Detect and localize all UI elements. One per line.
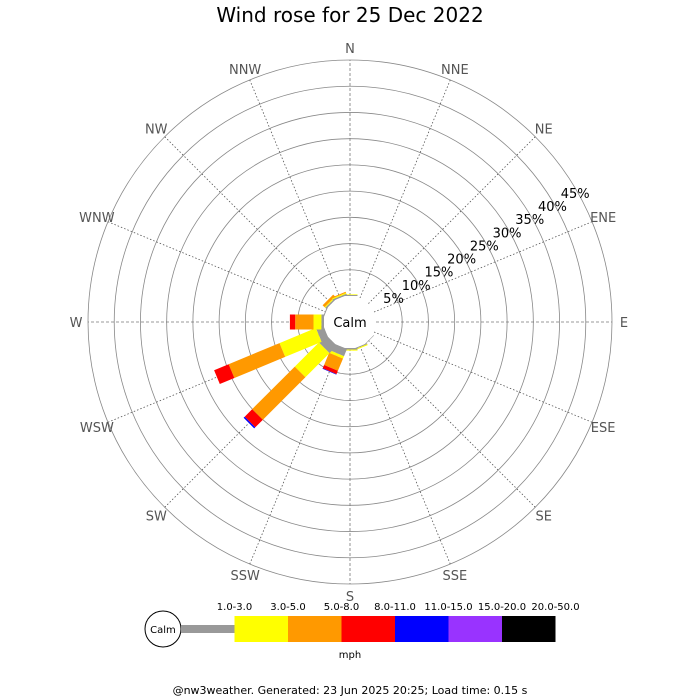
legend-swatch-15.0-20.0 [448,616,502,642]
direction-label-w: W [70,316,83,331]
legend-label-15.0-20.0: 15.0-20.0 [478,602,526,613]
legend-label-20.0-50.0: 20.0-50.0 [531,602,579,613]
bar-ssw-3.0-5.0 [329,350,344,359]
grid-ring [140,112,560,532]
wind-bars [214,291,375,429]
legend-calm-label: Calm [150,625,176,636]
direction-label-se: SE [536,510,552,525]
bar-nnw-1.0-3.0 [332,293,347,301]
bar-wsw-5.0-8.0 [228,343,286,378]
ring-label: 5% [383,292,404,307]
bar-wnw-1.0-3.0 [322,304,329,319]
spoke-wnw [107,221,327,313]
direction-label-ne: NE [535,122,553,137]
legend: Calm 1.0-3.0 3.0-5.0 5.0-8.0 8.0-11.0 11.0-1… [144,602,580,661]
bar-nnw-3.0-5.0 [332,292,347,300]
bar-ssw-8.0-11.0 [322,365,338,375]
calm-circle: Calm [324,296,376,348]
bar-se-1.0-3.0 [363,335,375,347]
spoke-ese [373,331,593,423]
legend-label-5.0-8.0: 5.0-8.0 [324,602,359,613]
ring-label: 10% [402,279,431,294]
spoke-nw [164,136,332,304]
bar-ssw-11.0-15.0 [322,368,337,375]
direction-label-ene: ENE [590,211,616,226]
ring-label: 25% [470,239,499,254]
ring-label: 15% [424,266,453,281]
direction-labels: N NNE NE ENE E ESE SE SSE S SSW SW WSW W WNW NW NNW [70,42,629,605]
direction-label-n: N [345,42,355,57]
spoke-nne [359,79,451,299]
spoke-ene [373,221,593,313]
legend-label-3.0-5.0: 3.0-5.0 [270,602,305,613]
grid-ring [218,190,482,454]
legend-swatch-8.0-11.0 [341,616,395,642]
spoke-se [368,340,536,508]
legend-label-1.0-3.0: 1.0-3.0 [217,602,252,613]
direction-label-nw: NW [145,122,168,137]
legend-swatch-3.0-5.0 [234,616,288,642]
bar-sw-5.0-8.0 [252,366,306,420]
spoke-ne [368,136,536,304]
spoke-nnw [249,79,341,299]
grid-ring [244,216,456,428]
spoke-sse [359,345,451,565]
ring-label: 45% [561,187,590,202]
legend-swatch-5.0-8.0 [288,616,342,642]
direction-label-ese: ESE [591,421,616,436]
bar-nnw-5.0-8.0 [331,291,346,299]
ring-label: 35% [515,213,544,228]
legend-unit: mph [339,650,361,661]
legend-label-8.0-11.0: 8.0-11.0 [374,602,416,613]
bar-w-5.0-8.0 [295,314,314,330]
legend-swatch-11.0-15.0 [395,616,449,642]
ring-labels: 5%10%15%20%25%30%35%40%45% [383,187,589,307]
direction-label-sse: SSE [442,569,467,584]
bar-wsw-3.0-5.0 [279,328,322,357]
bar-sw-11.0-15.0 [243,416,256,429]
chart-title: Wind rose for 25 Dec 2022 [216,3,484,27]
bar-w-8.0-11.0 [289,314,296,330]
ring-label: 30% [493,226,522,241]
direction-label-nne: NNE [441,63,469,78]
bar-wsw-8.0-11.0 [214,364,235,384]
bar-w-3.0-5.0 [313,314,322,330]
calm-circle-shape [324,296,376,348]
direction-label-e: E [620,316,628,331]
grid-ring [113,85,587,559]
direction-label-ssw: SSW [230,569,260,584]
bar-sw-8.0-11.0 [244,409,263,428]
direction-label-s: S [346,590,354,605]
legend-label-11.0-15.0: 11.0-15.0 [424,602,472,613]
legend-swatch-20.0-50.0 [502,616,556,642]
legend-swatch-1.0-3.0 [181,625,235,633]
ring-label: 20% [447,253,476,268]
bar-sw-3.0-5.0 [294,342,330,378]
calm-label: Calm [333,316,366,331]
ring-label: 40% [538,200,567,215]
direction-label-wsw: WSW [80,421,114,436]
spoke-ssw [249,345,341,565]
legend-bars: 1.0-3.0 3.0-5.0 5.0-8.0 8.0-11.0 11.0-15.0 15… [181,602,580,642]
direction-label-nnw: NNW [229,63,261,78]
direction-label-wnw: WNW [79,211,115,226]
direction-label-sw: SW [146,510,167,525]
footer-text: @nw3weather. Generated: 23 Jun 2025 20:2… [172,684,528,697]
bar-ssw-5.0-8.0 [324,352,343,371]
